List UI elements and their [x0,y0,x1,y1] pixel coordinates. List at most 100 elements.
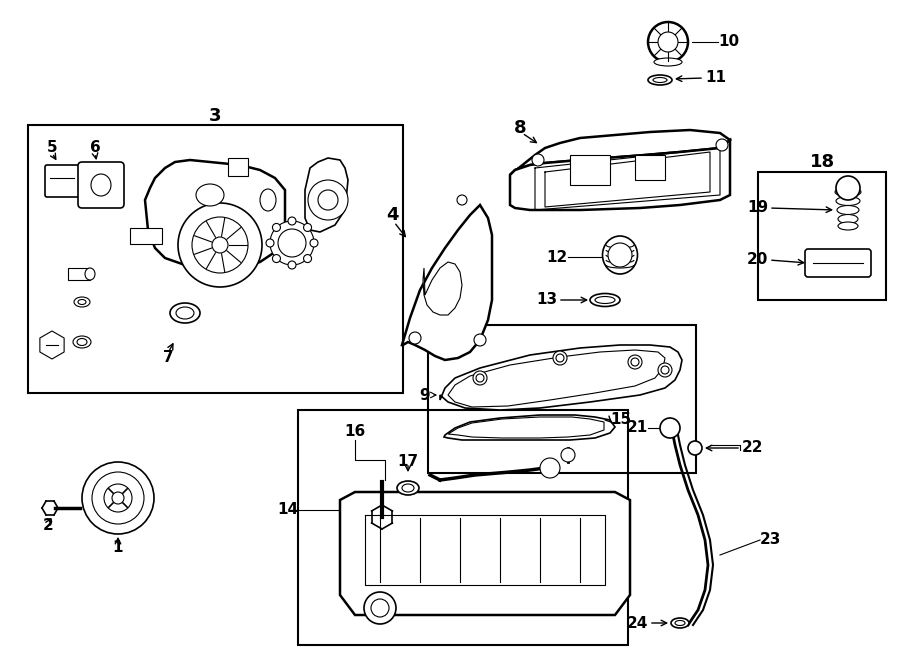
Circle shape [371,599,389,617]
Text: 22: 22 [742,440,763,455]
Text: 3: 3 [209,107,221,125]
Ellipse shape [648,75,672,85]
Text: 11: 11 [705,71,726,85]
Circle shape [288,261,296,269]
Circle shape [658,32,678,52]
Polygon shape [448,417,604,438]
Circle shape [409,332,421,344]
Circle shape [474,334,486,346]
Circle shape [658,363,672,377]
Polygon shape [448,350,665,407]
Ellipse shape [595,297,615,303]
Polygon shape [402,205,492,360]
Circle shape [553,351,567,365]
Ellipse shape [675,621,685,625]
Circle shape [104,484,132,512]
Circle shape [273,254,281,262]
Bar [228,158,248,176]
Circle shape [92,472,144,524]
Circle shape [318,190,338,210]
Circle shape [288,217,296,225]
Ellipse shape [260,189,276,211]
Ellipse shape [402,484,414,492]
Circle shape [556,354,564,362]
Circle shape [561,448,575,462]
Circle shape [270,221,314,265]
Text: 13: 13 [536,293,557,307]
Circle shape [540,458,560,478]
Ellipse shape [397,481,419,495]
Text: 18: 18 [809,153,834,171]
Circle shape [273,223,281,231]
Circle shape [688,441,702,455]
Text: 14: 14 [277,502,298,518]
Polygon shape [440,345,682,410]
Text: 1: 1 [112,539,123,555]
Ellipse shape [590,293,620,307]
Circle shape [473,371,487,385]
Text: 5: 5 [47,141,58,155]
Circle shape [457,195,467,205]
Circle shape [178,203,262,287]
Text: 10: 10 [718,34,739,50]
Bar [635,155,665,180]
Ellipse shape [653,77,667,83]
Bar [298,410,628,645]
Circle shape [631,358,639,366]
Circle shape [608,243,632,267]
Polygon shape [444,415,615,440]
Text: 15: 15 [610,412,631,428]
Text: 23: 23 [760,533,781,547]
Ellipse shape [77,338,87,346]
Ellipse shape [837,206,859,215]
Ellipse shape [838,215,858,223]
Ellipse shape [838,222,858,230]
Circle shape [532,154,544,166]
Bar [428,325,696,473]
Ellipse shape [78,299,86,305]
Polygon shape [423,262,462,315]
Circle shape [266,239,274,247]
Ellipse shape [85,268,95,280]
Ellipse shape [835,188,861,196]
Ellipse shape [654,58,682,66]
Circle shape [192,217,248,273]
Ellipse shape [836,196,860,206]
Circle shape [716,139,728,151]
Ellipse shape [176,307,194,319]
Polygon shape [145,160,285,270]
Circle shape [660,418,680,438]
Polygon shape [510,130,730,175]
Circle shape [364,592,396,624]
Text: 16: 16 [345,424,365,440]
Circle shape [628,355,642,369]
Bar [758,172,886,300]
Ellipse shape [91,174,111,196]
Polygon shape [40,331,64,359]
Bar [28,125,403,393]
Polygon shape [510,140,730,210]
Circle shape [303,254,311,262]
Circle shape [648,22,688,62]
Circle shape [476,374,484,382]
Ellipse shape [602,236,637,274]
Text: 21: 21 [626,420,648,436]
Circle shape [308,180,348,220]
Ellipse shape [671,618,689,628]
Ellipse shape [73,336,91,348]
Text: 17: 17 [398,455,418,469]
FancyBboxPatch shape [78,162,124,208]
Circle shape [303,223,311,231]
Text: 9: 9 [419,387,430,403]
Text: 24: 24 [626,615,648,631]
Ellipse shape [196,184,224,206]
FancyBboxPatch shape [805,249,871,277]
Circle shape [661,366,669,374]
FancyBboxPatch shape [45,165,79,197]
Circle shape [212,237,228,253]
Text: 20: 20 [747,253,768,268]
Bar [68,268,90,280]
Circle shape [112,492,124,504]
Text: 6: 6 [90,141,101,155]
Text: 8: 8 [514,119,526,137]
